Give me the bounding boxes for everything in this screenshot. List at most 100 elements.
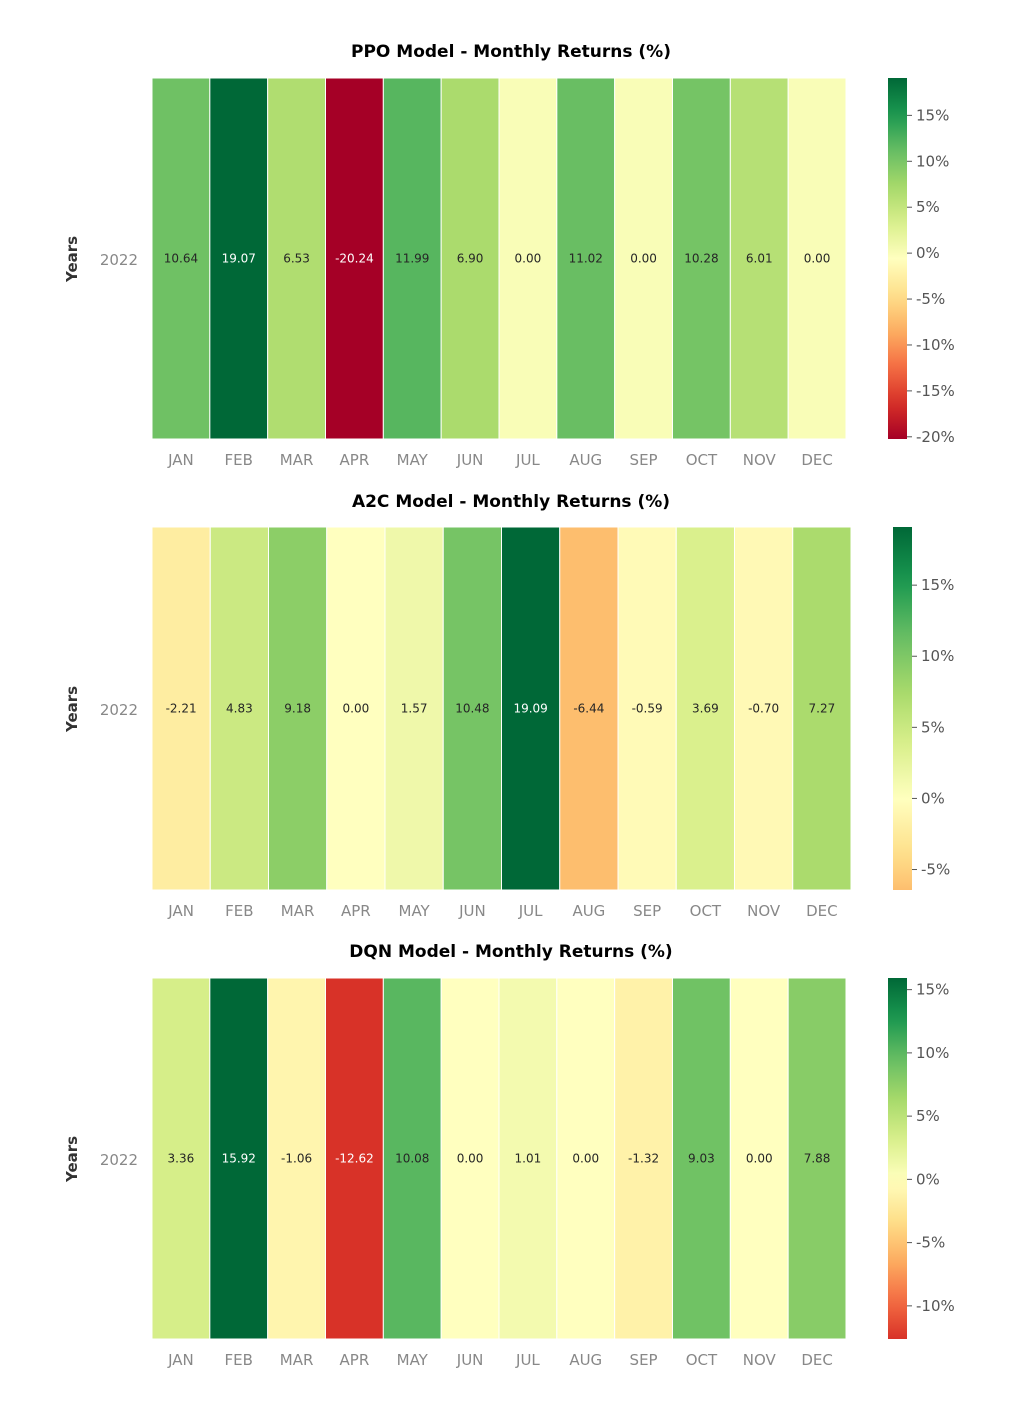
dqn-x-tick: FEB: [225, 1351, 253, 1369]
ppo-cell-jan: [151, 77, 211, 440]
dqn-cell-feb: [209, 977, 269, 1340]
dqn-cell-label: 0.00: [572, 1152, 599, 1166]
ppo-cell-jul: [498, 77, 558, 440]
ppo-colorbar-tick-label: 5%: [916, 198, 940, 216]
dqn-cell-sep: [614, 977, 674, 1340]
ppo-cell-dec: [787, 77, 847, 440]
a2c-x-tick: AUG: [572, 902, 605, 920]
a2c-x-tick: JAN: [167, 902, 194, 920]
ppo-cell-feb: [209, 77, 269, 440]
a2c-x-tick: JUN: [458, 902, 486, 920]
dqn-cell-apr: [325, 977, 384, 1340]
a2c-cell-label: 19.09: [513, 702, 547, 716]
ppo-cell-label: 6.53: [283, 252, 310, 266]
a2c-cell-label: -0.70: [748, 702, 779, 716]
dqn-year-tick: 2022: [100, 1151, 138, 1169]
dqn-heatmap-panel: DQN Model - Monthly Returns (%) Years 20…: [63, 942, 955, 1369]
ppo-cell-mar: [267, 77, 326, 440]
ppo-cell-aug: [556, 77, 616, 440]
dqn-x-tick: AUG: [569, 1351, 602, 1369]
dqn-y-axis-label: Years: [63, 1136, 81, 1183]
dqn-x-tick: DEC: [801, 1351, 833, 1369]
ppo-x-tick: OCT: [686, 451, 718, 469]
ppo-x-tick: NOV: [743, 451, 777, 469]
a2c-x-tick: DEC: [806, 902, 838, 920]
a2c-cell-label: 4.83: [226, 702, 253, 716]
dqn-colorbar-tick-label: 5%: [916, 1107, 940, 1125]
a2c-cell-label: 1.57: [401, 702, 428, 716]
a2c-x-tick: APR: [341, 902, 371, 920]
dqn-colorbar-tick-label: 10%: [916, 1044, 949, 1062]
a2c-cell-apr: [326, 526, 386, 891]
dqn-cell-label: -12.62: [335, 1152, 374, 1166]
ppo-colorbar: [888, 78, 907, 439]
dqn-colorbar-tick-label: 15%: [916, 981, 949, 999]
ppo-heatmap-panel: PPO Model - Monthly Returns (%) Years 20…: [63, 42, 955, 469]
dqn-cell-aug: [556, 977, 616, 1340]
ppo-colorbar-tick-label: -15%: [916, 382, 955, 400]
a2c-cell-nov: [734, 526, 794, 891]
a2c-cell-aug: [559, 526, 619, 891]
dqn-x-tick: JUL: [515, 1351, 540, 1369]
a2c-x-tick: NOV: [747, 902, 781, 920]
dqn-cell-jan: [151, 977, 211, 1340]
ppo-x-tick: JUN: [456, 451, 484, 469]
a2c-cell-label: 9.18: [284, 702, 311, 716]
ppo-x-tick: APR: [340, 451, 370, 469]
ppo-year-tick: 2022: [100, 251, 138, 269]
a2c-chart-title: A2C Model - Monthly Returns (%): [352, 492, 670, 512]
dqn-x-tick: MAY: [397, 1351, 429, 1369]
dqn-x-tick: APR: [340, 1351, 370, 1369]
ppo-colorbar-tick-label: 15%: [916, 106, 949, 124]
dqn-cell-label: 10.08: [395, 1152, 429, 1166]
a2c-x-tick: FEB: [225, 902, 253, 920]
ppo-cell-oct: [672, 77, 731, 440]
a2c-colorbar: [893, 527, 912, 890]
dqn-cell-label: 1.01: [515, 1152, 542, 1166]
a2c-cell-jan: [151, 526, 211, 891]
dqn-cell-label: -1.32: [628, 1152, 659, 1166]
dqn-cell-label: 0.00: [457, 1152, 484, 1166]
a2c-cell-label: 3.69: [692, 702, 719, 716]
ppo-x-tick: AUG: [569, 451, 602, 469]
a2c-heatmap-panel: A2C Model - Monthly Returns (%) Years 20…: [63, 492, 954, 920]
dqn-cell-label: 3.36: [168, 1152, 195, 1166]
dqn-x-tick: OCT: [686, 1351, 718, 1369]
ppo-colorbar-tick-label: -20%: [916, 428, 955, 446]
a2c-cell-may: [384, 526, 444, 891]
ppo-cell-may: [382, 77, 442, 440]
ppo-x-tick: JAN: [167, 451, 194, 469]
ppo-cell-label: 10.28: [684, 252, 718, 266]
ppo-cell-label: 0.00: [630, 252, 657, 266]
dqn-colorbar-tick-label: -10%: [916, 1297, 955, 1315]
a2c-cell-oct: [675, 526, 735, 891]
dqn-x-tick: JAN: [167, 1351, 194, 1369]
a2c-cell-label: -0.59: [632, 702, 663, 716]
a2c-cell-jul: [501, 526, 561, 891]
ppo-x-tick: FEB: [225, 451, 253, 469]
dqn-chart-title: DQN Model - Monthly Returns (%): [349, 942, 672, 962]
ppo-cell-label: 6.01: [746, 252, 773, 266]
dqn-cell-label: 9.03: [688, 1152, 715, 1166]
ppo-cell-label: -20.24: [335, 252, 374, 266]
a2c-y-axis-label: Years: [63, 686, 81, 733]
dqn-colorbar: [888, 978, 907, 1339]
ppo-cell-label: 6.90: [457, 252, 484, 266]
a2c-cell-label: 10.48: [455, 702, 489, 716]
dqn-colorbar-tick-label: -5%: [916, 1234, 945, 1252]
a2c-cell-dec: [792, 526, 852, 891]
a2c-cell-feb: [209, 526, 269, 891]
ppo-colorbar-tick-label: 10%: [916, 152, 949, 170]
ppo-colorbar-tick-label: -10%: [916, 336, 955, 354]
ppo-cell-label: 10.64: [164, 252, 198, 266]
dqn-cell-nov: [729, 977, 789, 1340]
a2c-colorbar-tick-label: -5%: [921, 861, 950, 879]
dqn-x-tick: MAR: [280, 1351, 314, 1369]
ppo-colorbar-tick-label: 0%: [916, 244, 940, 262]
dqn-x-tick: SEP: [630, 1351, 658, 1369]
ppo-cell-label: 0.00: [515, 252, 542, 266]
ppo-cell-label: 19.07: [222, 252, 256, 266]
dqn-cell-label: -1.06: [281, 1152, 312, 1166]
a2c-colorbar-tick-label: 5%: [921, 718, 945, 736]
